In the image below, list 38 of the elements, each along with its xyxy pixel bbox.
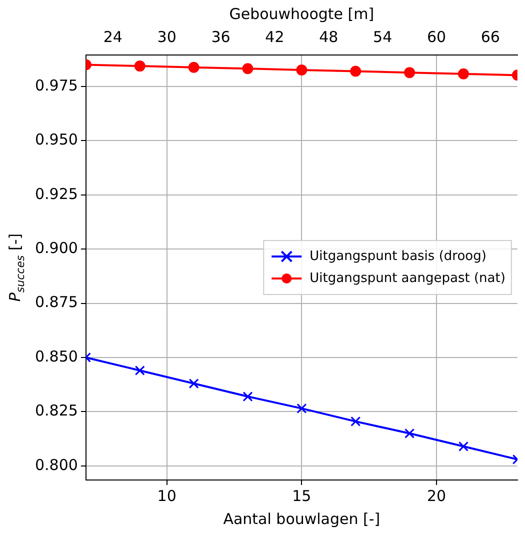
x-axis-title: Aantal bouwlagen [-]: [223, 510, 380, 528]
y-tick-label: 0.900: [34, 238, 78, 257]
point: [242, 391, 253, 402]
y-tick-label: 0.950: [34, 130, 78, 149]
x2-tick-label: 24: [103, 28, 122, 46]
x2-tick-label: 48: [319, 28, 338, 46]
point: [188, 62, 200, 73]
point: [350, 416, 361, 426]
x2-tick-label: 54: [373, 28, 392, 46]
x2-tick-label: 66: [480, 28, 500, 46]
x2-axis-title: Gebouwhoogte [m]: [229, 4, 374, 23]
point: [242, 63, 254, 74]
x-tick-label: 15: [292, 486, 312, 505]
y-axis-title: Psucces [-]: [6, 233, 27, 302]
point: [350, 66, 362, 77]
legend-label: Uitgangspunt aangepast (nat): [310, 270, 506, 286]
point: [458, 68, 469, 80]
point: [296, 403, 307, 414]
y-tick-label: 0.850: [34, 347, 78, 366]
point: [458, 441, 469, 452]
x2-tick-label: 30: [157, 28, 176, 46]
x-tick-label: 10: [157, 486, 176, 505]
point: [404, 67, 416, 78]
point: [134, 365, 145, 376]
y-tick-label: 0.925: [34, 184, 78, 203]
y-tick-label: 0.875: [34, 293, 78, 312]
point: [296, 64, 308, 76]
x-tick-label: 20: [426, 486, 446, 505]
point: [134, 60, 146, 72]
point: [188, 378, 199, 389]
y-tick-label: 0.800: [34, 456, 78, 474]
point: [404, 428, 415, 438]
legend-label: Uitgangspunt basis (droog): [310, 248, 486, 264]
y-tick-label: 0.975: [34, 76, 78, 94]
x2-tick-label: 60: [426, 28, 446, 46]
x2-tick-label: 42: [265, 28, 284, 46]
x2-tick-label: 36: [211, 28, 230, 46]
y-tick-label: 0.825: [34, 402, 78, 420]
